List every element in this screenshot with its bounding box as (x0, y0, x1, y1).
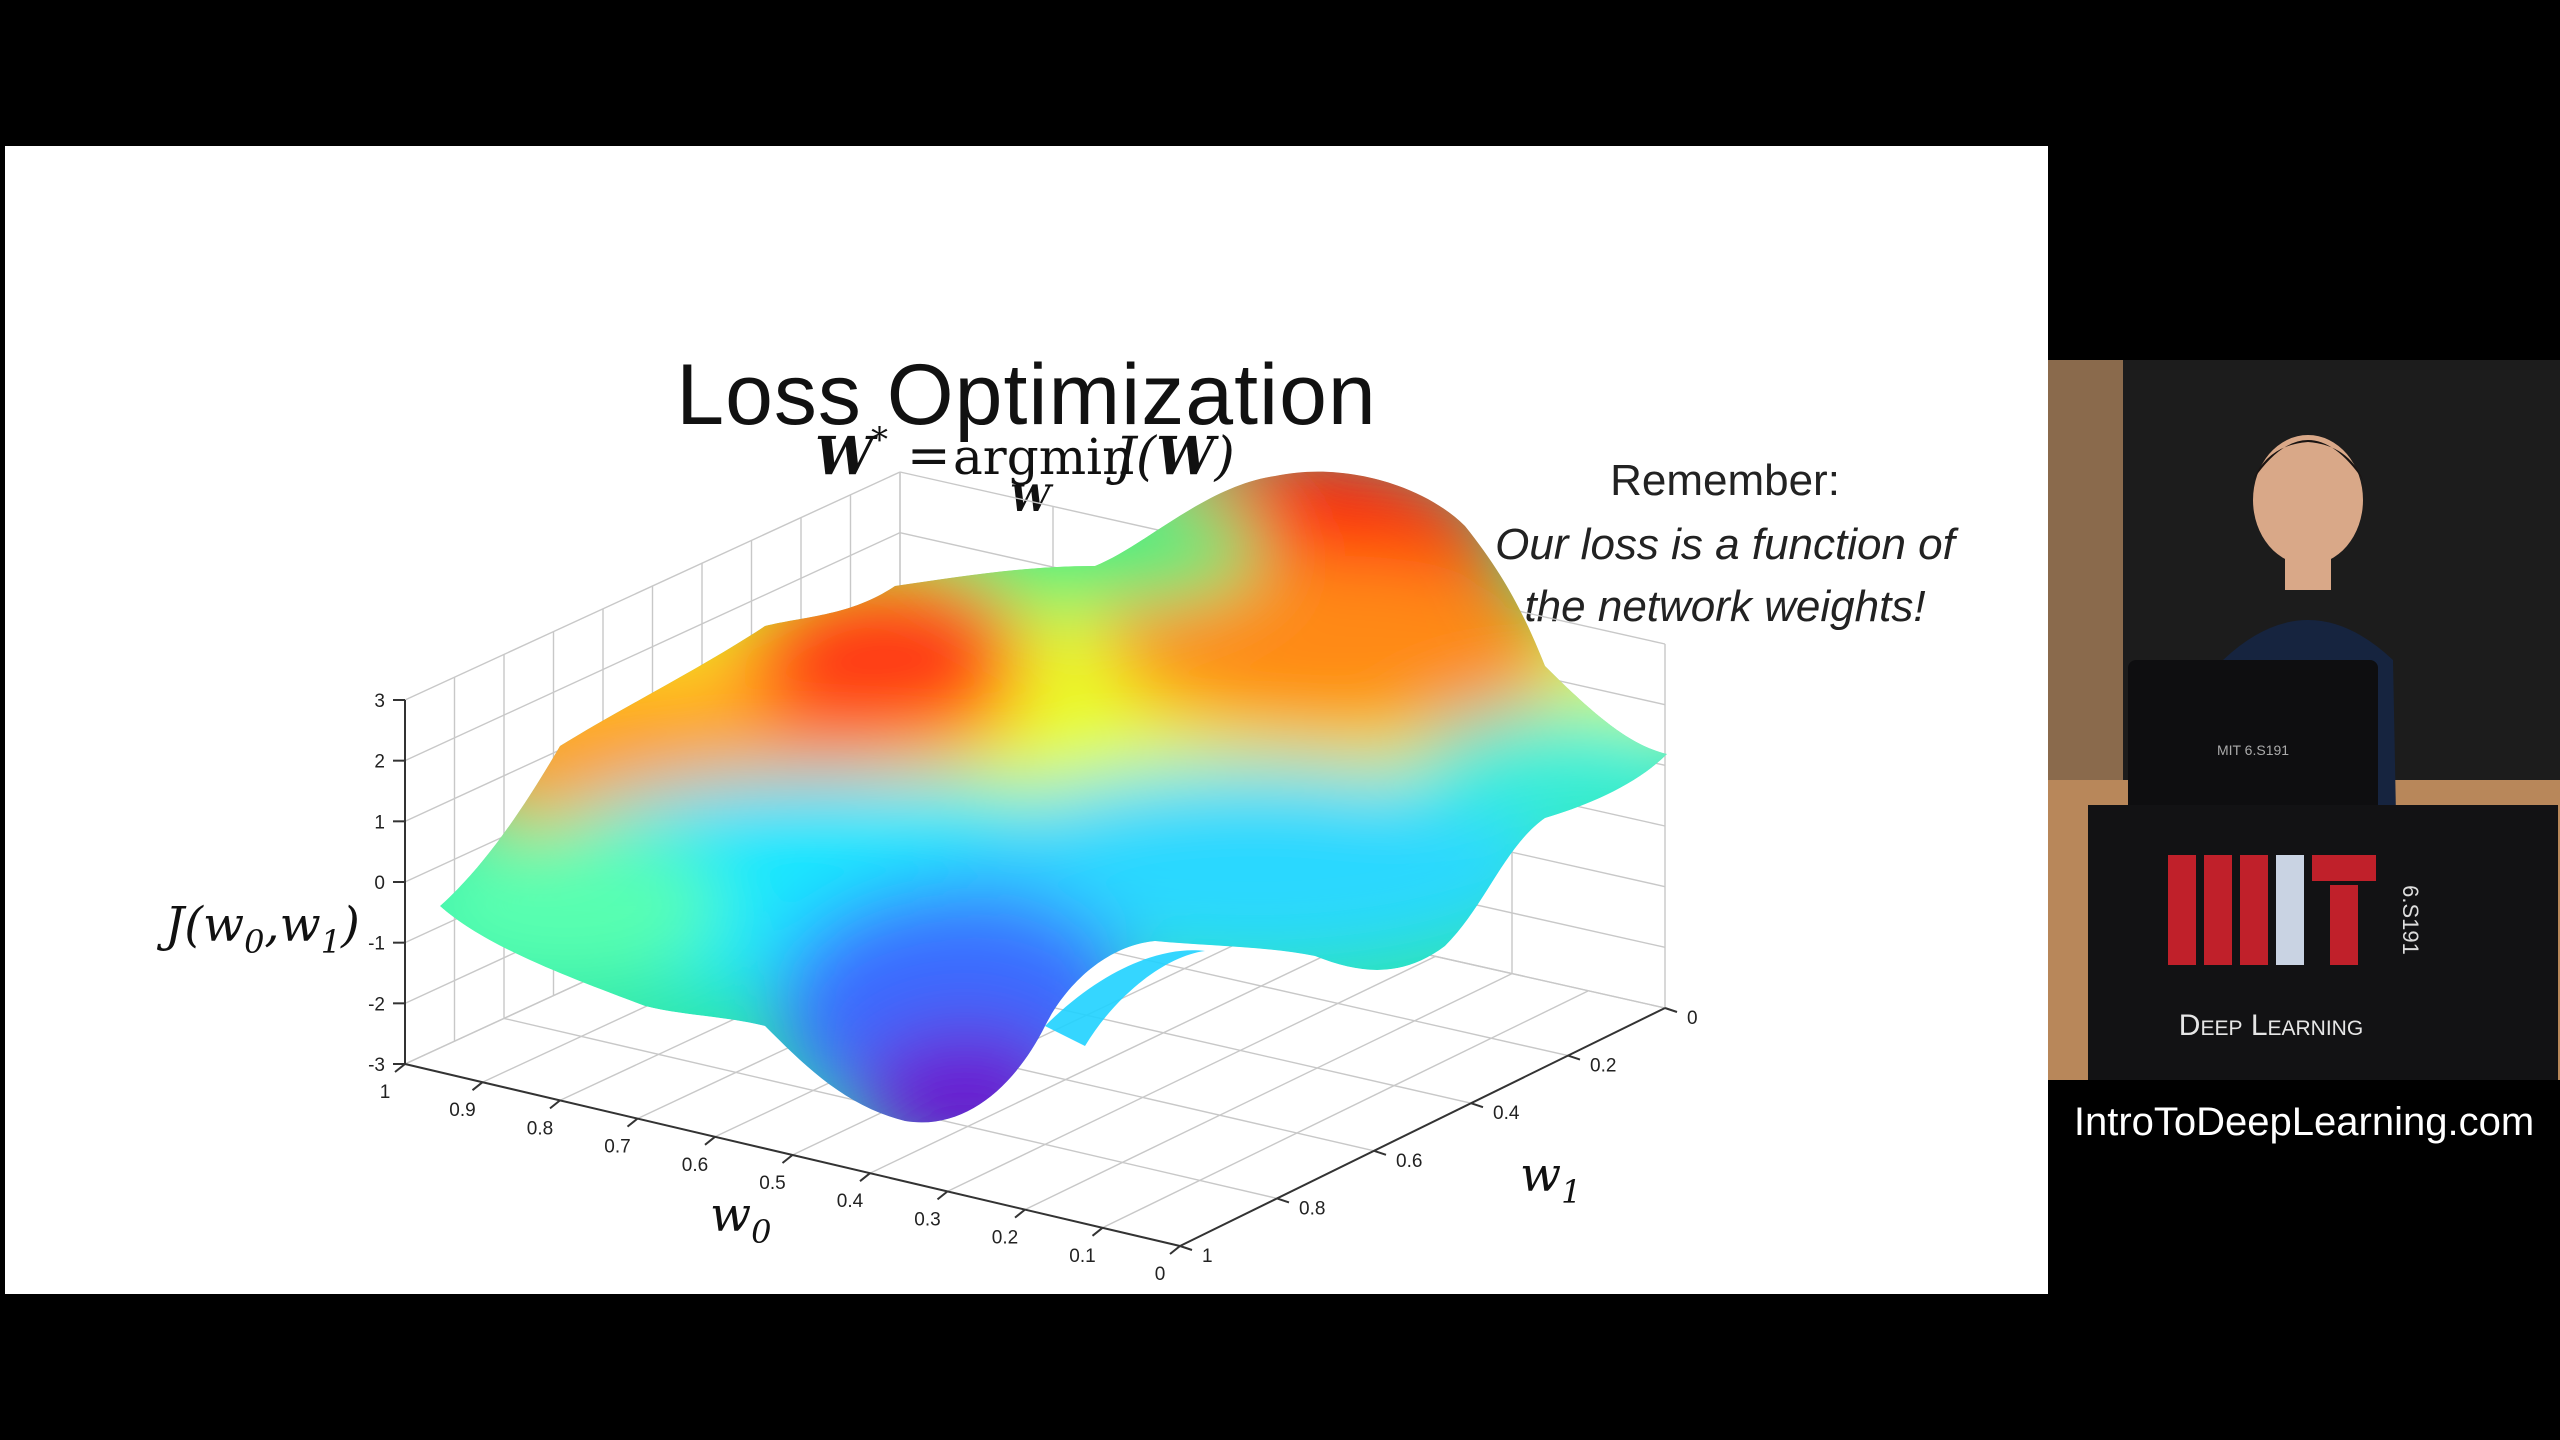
slide: Loss Optimization W * = argmin W J(W) Re… (5, 146, 2048, 1294)
remember-heading: Remember: (1610, 456, 1840, 505)
x-tick-mark (1091, 1227, 1104, 1237)
loss-surface-plot: 3 2 1 0 -1 -2 -3 1 0.9 0.8 0.7 0.6 0.5 0.4 0.3 0.2 0.1 0… (156, 471, 1698, 1285)
surface-color-region (1105, 556, 1565, 736)
podium-logo-bar (2276, 855, 2304, 965)
x-tick-mark (549, 1099, 561, 1110)
grid-line (869, 938, 1360, 1174)
formula-rhs-arg: W (1156, 426, 1215, 487)
x-tick-mark (859, 1172, 871, 1182)
x-tick-mark (781, 1154, 794, 1164)
x-tick-label: 0 (1155, 1264, 1166, 1285)
z-tick-label: 0 (374, 873, 385, 894)
remember-line-2: the network weights! (1524, 582, 1926, 631)
y-tick-mark (1567, 1054, 1581, 1061)
surface-fold (1045, 950, 1205, 1046)
y-tick-mark (1373, 1149, 1387, 1156)
podium: 6.S191 Deep Learning (2088, 805, 2558, 1080)
podium-logo-bar (2312, 855, 2376, 881)
x-tick-label: 0.2 (992, 1228, 1018, 1249)
formula-rhs-close: ) (1214, 427, 1235, 487)
formula-equals: = (907, 426, 951, 486)
x-tick-mark (626, 1117, 639, 1128)
formula-rhs: J(W) (1115, 426, 1235, 487)
x-tick-label: 0.9 (449, 1100, 475, 1121)
slide-title: Loss Optimization (676, 347, 1377, 443)
podium-course: 6.S191 (2398, 885, 2423, 955)
formula-star: * (871, 420, 888, 460)
podium-text: Deep Learning (2179, 1009, 2363, 1042)
x-tick-label: 0.1 (1069, 1246, 1095, 1267)
y-tick-mark (1664, 1007, 1678, 1013)
x-tick-mark (394, 1063, 406, 1073)
z-tick-label: -1 (368, 934, 385, 955)
formula-argmin: argmin (953, 428, 1135, 486)
surface-color-region (955, 766, 1555, 966)
x-tick-label: 0.4 (837, 1191, 864, 1212)
remember-line-1: Our loss is a function of (1495, 520, 1955, 569)
x-tick-label: 0.6 (682, 1155, 708, 1176)
x-tick-label: 1 (380, 1082, 391, 1103)
x-tick-mark (704, 1136, 716, 1146)
z-tick-label: 3 (374, 691, 385, 712)
x-tick-label: 0.8 (527, 1118, 553, 1139)
argmin-formula: W * = argmin W J(W) (815, 416, 1235, 576)
z-tick-label: 1 (374, 812, 385, 833)
y-tick-mark (1276, 1197, 1290, 1204)
laptop: MIT 6.S191 (2128, 660, 2378, 825)
x-tick-mark (471, 1081, 484, 1091)
x-tick-label: 0.3 (914, 1209, 940, 1230)
z-axis-ticks: 3 2 1 0 -1 -2 -3 (368, 691, 405, 1076)
x-axis-ticks: 1 0.9 0.8 0.7 0.6 0.5 0.4 0.3 0.2 0.1 0 (380, 1063, 1181, 1285)
x-tick-mark (1014, 1208, 1026, 1219)
z-tick-label: -2 (368, 994, 385, 1015)
podium-logo-bar (2330, 885, 2358, 965)
y-tick-label: 0.6 (1396, 1151, 1422, 1172)
grid-line (1102, 990, 1589, 1229)
formula-rhs-fn: J( (1115, 427, 1157, 487)
podium-logo-bar (2204, 855, 2232, 965)
podium-logo-bar (2168, 855, 2196, 965)
y-tick-label: 0.8 (1299, 1198, 1325, 1219)
y-axis-ticks: 0 0.2 0.4 0.6 0.8 1 (1179, 1007, 1698, 1267)
loss-surface (440, 471, 1667, 1123)
formula-lhs: W (815, 426, 874, 487)
course-website-url: IntroToDeepLearning.com (2073, 1100, 2535, 1144)
x-tick-label: 0.5 (759, 1173, 785, 1194)
x-tick-mark (936, 1190, 949, 1201)
y-tick-label: 0.4 (1493, 1103, 1520, 1124)
surface-color-region (745, 566, 1025, 746)
podium-logo-bar (2240, 855, 2268, 965)
surface-color-region (1415, 706, 1667, 826)
grid-line (947, 955, 1436, 1193)
x-tick-mark (1169, 1245, 1181, 1255)
z-axis-label: J(w0,w1) (156, 897, 360, 961)
remember-note: Remember: Our loss is a function of the … (1455, 456, 1995, 638)
surface-color-region (440, 826, 725, 986)
surface-color-region (855, 1026, 1075, 1123)
y-tick-label: 0 (1687, 1008, 1698, 1029)
grid-line (1024, 972, 1513, 1211)
y-tick-mark (1179, 1245, 1193, 1251)
formula-argmin-subscript: W (1010, 478, 1051, 520)
presenter-scene: MIT 6.S191 6.S191 Deep Learning (2048, 360, 2560, 1080)
y-axis-label: w1 (1520, 1147, 1581, 1211)
z-tick-label: 2 (374, 752, 385, 773)
remember-body: Our loss is a function of the network we… (1455, 514, 1995, 638)
presenter-video: MIT 6.S191 6.S191 Deep Learning (2048, 360, 2560, 1080)
z-tick-label: -3 (368, 1055, 385, 1076)
x-tick-label: 0.7 (604, 1137, 630, 1158)
x-axis-label: w0 (710, 1187, 771, 1251)
y-tick-label: 1 (1202, 1246, 1213, 1267)
y-tick-mark (1470, 1102, 1484, 1109)
y-tick-label: 0.2 (1590, 1056, 1616, 1077)
laptop-sticker: MIT 6.S191 (2217, 742, 2289, 758)
y-axis-line (1179, 1007, 1666, 1247)
surface-color-region (945, 486, 1265, 606)
